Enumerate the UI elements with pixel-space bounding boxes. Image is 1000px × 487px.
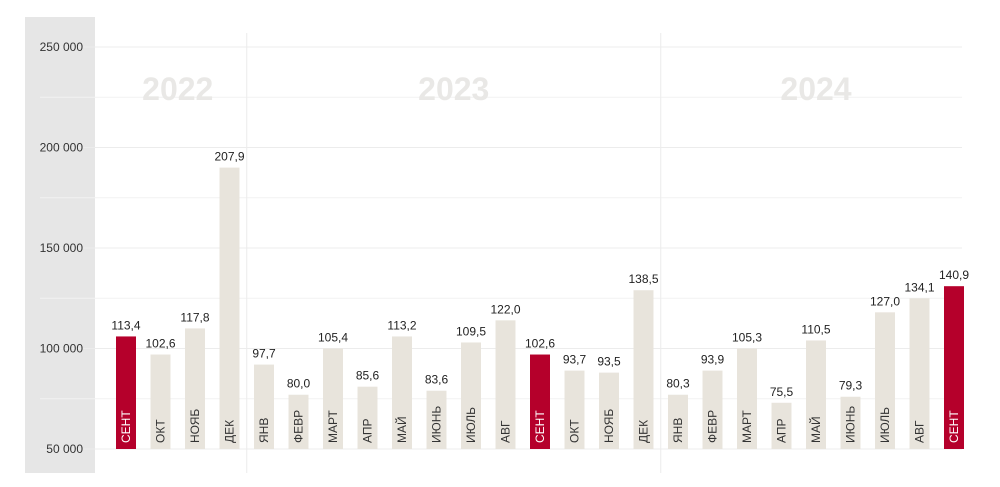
data-label: 109,5 xyxy=(456,324,486,338)
bar xyxy=(564,370,585,449)
data-label: 80,3 xyxy=(666,377,690,391)
x-tick-label: НОЯБ xyxy=(602,409,616,443)
x-tick-label: ИЮНЬ xyxy=(430,406,444,443)
month-labels: СЕНТ ОКТ НОЯБ ДЕК ЯНВ ФЕВР МАРТ АПР МАЙ ИЮНЬ ИЮЛЬ А… xyxy=(119,406,961,443)
x-tick-label: АВГ xyxy=(499,420,513,443)
x-tick-label: СЕНТ xyxy=(119,410,133,443)
year-dividers xyxy=(246,33,662,473)
data-label: 83,6 xyxy=(425,373,449,387)
data-label: 110,5 xyxy=(801,322,830,336)
y-tick-label: 150 000 xyxy=(40,241,84,255)
bar xyxy=(288,394,309,449)
data-label: 113,4 xyxy=(111,318,140,332)
bar xyxy=(219,167,240,449)
x-tick-label: ИЮЛЬ xyxy=(464,407,478,443)
y-tick-label: 50 000 xyxy=(46,442,83,456)
x-tick-label: МАРТ xyxy=(326,410,340,443)
bar xyxy=(944,286,964,449)
x-tick-label: ОКТ xyxy=(568,419,582,443)
bar xyxy=(702,370,723,449)
y-axis: 250 000 200 000 150 000 100 000 50 000 xyxy=(40,40,84,456)
data-label: 140,9 xyxy=(939,268,969,282)
year-labels: 2022 2023 2024 xyxy=(142,71,852,107)
bar xyxy=(495,320,516,449)
data-label: 79,3 xyxy=(839,379,863,393)
bar xyxy=(461,342,481,449)
x-tick-label: ИЮНЬ xyxy=(844,406,858,443)
x-tick-label: ДЕК xyxy=(223,420,237,443)
data-label: 102,6 xyxy=(525,337,555,351)
x-tick-label: МАЙ xyxy=(394,416,409,443)
bar xyxy=(668,394,688,449)
bar xyxy=(323,348,343,449)
data-label: 93,7 xyxy=(563,353,587,367)
data-label: 97,7 xyxy=(252,347,276,361)
x-tick-label: СЕНТ xyxy=(947,410,961,443)
x-tick-label: ДЕК xyxy=(637,420,651,443)
bar xyxy=(357,386,378,449)
bar xyxy=(254,364,274,449)
x-tick-label: АВГ xyxy=(913,420,927,443)
x-tick-label: ЯНВ xyxy=(671,418,685,443)
x-tick-label: ЯНВ xyxy=(257,418,271,443)
x-tick-label: ФЕВР xyxy=(706,410,720,443)
data-label: 207,9 xyxy=(214,150,244,164)
year-label: 2023 xyxy=(418,71,489,107)
data-label: 134,1 xyxy=(904,280,934,294)
x-tick-label: ФЕВР xyxy=(292,410,306,443)
x-tick-label: АПР xyxy=(361,419,375,444)
bar xyxy=(426,390,447,449)
bar xyxy=(116,336,136,449)
data-label: 102,6 xyxy=(145,337,175,351)
data-label: 127,0 xyxy=(870,294,900,308)
bar xyxy=(633,290,654,449)
data-label: 80,0 xyxy=(287,377,311,391)
bar xyxy=(530,354,550,449)
y-tick-label: 100 000 xyxy=(40,342,84,356)
y-tick-label: 200 000 xyxy=(40,141,84,155)
x-tick-label: АПР xyxy=(775,419,789,444)
data-label: 138,5 xyxy=(628,272,658,286)
x-tick-label: МАРТ xyxy=(740,410,754,443)
data-label: 113,2 xyxy=(387,318,416,332)
bar xyxy=(737,348,757,449)
x-tick-label: МАЙ xyxy=(808,416,823,443)
x-tick-label: ИЮЛЬ xyxy=(878,407,892,443)
bars xyxy=(116,167,964,449)
data-label: 117,8 xyxy=(180,310,209,324)
data-label: 122,0 xyxy=(490,302,520,316)
year-label: 2022 xyxy=(142,71,213,107)
bar xyxy=(875,312,895,449)
data-label: 105,4 xyxy=(318,331,348,345)
data-label: 105,3 xyxy=(732,331,762,345)
bar xyxy=(806,340,826,449)
bar xyxy=(771,402,792,449)
data-label: 93,5 xyxy=(597,355,621,369)
data-label: 85,6 xyxy=(356,369,380,383)
bar xyxy=(392,336,412,449)
data-label: 93,9 xyxy=(701,353,725,367)
y-tick-label: 250 000 xyxy=(40,40,84,54)
bar xyxy=(185,328,205,449)
bar xyxy=(150,354,171,449)
x-tick-label: ОКТ xyxy=(154,419,168,443)
year-label: 2024 xyxy=(780,71,851,107)
y-axis-panel xyxy=(25,17,95,473)
x-tick-label: СЕНТ xyxy=(533,410,547,443)
value-labels: 113,4 102,6 117,8 207,9 97,7 80,0 105,4 85,6 113… xyxy=(111,150,969,399)
x-tick-label: НОЯБ xyxy=(188,409,202,443)
bar xyxy=(599,372,619,449)
bar xyxy=(909,298,930,449)
data-label: 75,5 xyxy=(770,385,794,399)
bar xyxy=(840,396,861,449)
